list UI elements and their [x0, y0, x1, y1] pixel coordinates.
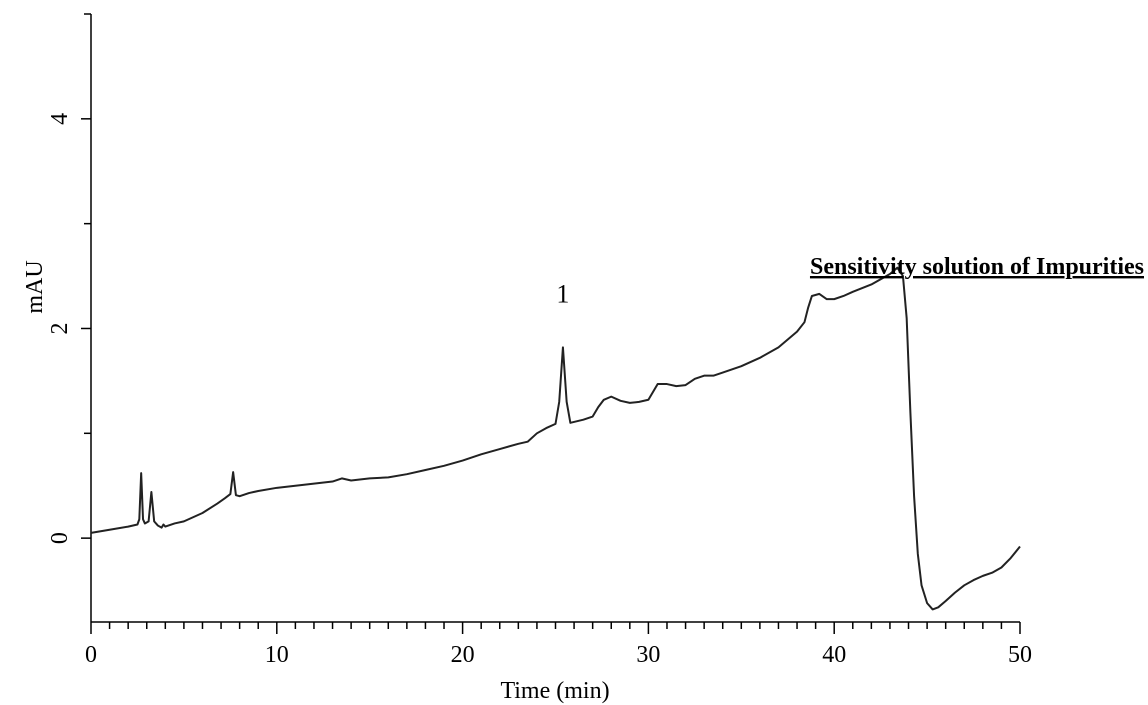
peak-annotations: 1: [556, 279, 569, 308]
x-tick-label: 10: [265, 642, 289, 668]
y-axis-ticks: 0 2 4: [47, 13, 91, 544]
x-tick-label: 50: [1008, 642, 1032, 668]
x-tick-label: 20: [451, 642, 475, 668]
x-tick-label: 0: [85, 642, 97, 668]
x-tick-label: 30: [636, 642, 660, 668]
peak-label: 1: [556, 279, 569, 308]
x-tick-label: 40: [822, 642, 846, 668]
axes: 0 10 20 30 40 50 0 2 4: [47, 13, 1032, 668]
y-tick-label: 2: [47, 322, 73, 334]
series-line: [90, 266, 1021, 611]
x-axis-title: Time (min): [500, 678, 609, 704]
chart-title: Sensitivity solution of Impurities: [810, 254, 1144, 280]
y-axis-title: mAU: [22, 260, 48, 313]
x-axis-ticks: 0 10 20 30 40 50: [85, 622, 1032, 668]
y-tick-label: 4: [47, 113, 73, 125]
y-tick-label: 0: [47, 532, 73, 544]
